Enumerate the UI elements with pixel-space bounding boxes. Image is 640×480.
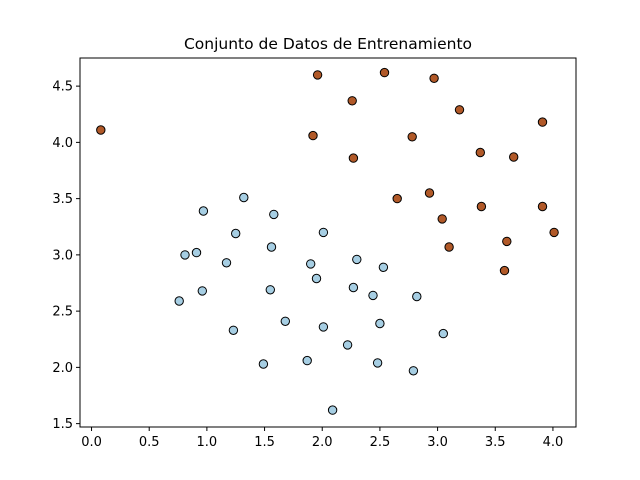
data-point-series-2-7 <box>537 117 548 127</box>
x-tick-label: 3.5 <box>485 435 506 450</box>
data-point-series-2-14 <box>392 193 402 204</box>
x-tick-label: 0.0 <box>81 435 102 450</box>
data-point-series-1-5 <box>180 250 190 260</box>
data-point-series-1-27 <box>302 355 312 366</box>
x-tick-label: 2.0 <box>312 435 333 450</box>
data-point-series-1-4 <box>231 228 241 239</box>
data-point-series-2-13 <box>424 188 435 198</box>
data-point-series-2-16 <box>537 201 548 212</box>
data-point-series-2-4 <box>429 73 439 84</box>
data-point-series-2-21 <box>499 265 510 276</box>
data-point-series-1-1 <box>198 206 209 216</box>
y-tick-label: 1.5 <box>52 417 73 432</box>
data-point-series-2-17 <box>437 214 447 224</box>
chart-title: Conjunto de Datos de Entrenamiento <box>184 35 472 53</box>
data-point-series-1-20 <box>280 316 290 326</box>
data-point-series-1-16 <box>265 285 275 295</box>
y-tick-label: 4.0 <box>52 136 73 151</box>
data-point-series-2-20 <box>444 242 454 252</box>
data-point-series-1-7 <box>221 258 232 268</box>
x-tick-label: 0.5 <box>139 435 160 450</box>
x-tick-label: 3.0 <box>427 435 448 450</box>
data-point-series-2-3 <box>379 67 390 78</box>
x-tick-label: 2.5 <box>370 435 391 450</box>
data-point-series-2-15 <box>476 201 487 212</box>
data-point-series-2-6 <box>454 105 465 115</box>
data-point-series-1-9 <box>318 227 329 238</box>
data-point-series-1-21 <box>228 325 239 335</box>
data-point-series-1-17 <box>348 282 359 293</box>
x-tick-label: 1.5 <box>254 435 275 450</box>
plot-area: 0.0 0.5 1.0 1.5 2.0 2.5 3.0 3.5 4.0 1.5 2.0 2.5 3.0 3… <box>52 57 577 450</box>
y-tick-label: 2.0 <box>52 361 73 376</box>
y-tick-label: 3.5 <box>52 192 73 207</box>
data-point-series-1-13 <box>378 262 389 272</box>
data-point-series-1-29 <box>408 366 419 376</box>
data-point-series-2-18 <box>549 227 559 238</box>
data-point-series-1-6 <box>191 247 202 258</box>
data-point-series-1-24 <box>438 328 448 339</box>
axes-frame <box>79 57 577 428</box>
data-point-series-1-11 <box>311 273 322 284</box>
x-tick-label: 1.0 <box>197 435 218 450</box>
data-point-series-1-12 <box>352 254 362 265</box>
data-point-series-2-1 <box>96 125 106 135</box>
data-point-series-2-8 <box>308 130 318 141</box>
data-point-series-1-2 <box>239 192 249 203</box>
data-point-series-1-15 <box>197 286 208 296</box>
data-point-series-1-10 <box>306 259 316 269</box>
data-point-series-2-10 <box>475 147 485 158</box>
data-point-series-2-12 <box>348 153 359 163</box>
y-tick-label: 4.5 <box>52 80 73 95</box>
data-point-series-1-30 <box>327 405 338 415</box>
data-point-series-1-26 <box>258 359 269 369</box>
data-point-series-1-25 <box>342 340 353 350</box>
data-point-series-2-9 <box>407 132 417 142</box>
data-point-series-1-28 <box>372 358 383 368</box>
data-point-series-1-19 <box>412 291 422 302</box>
data-point-series-2-19 <box>502 236 512 247</box>
data-point-series-1-8 <box>266 242 277 252</box>
data-point-series-2-11 <box>509 152 519 162</box>
data-point-series-1-23 <box>375 318 385 329</box>
x-tick-label: 4.0 <box>543 435 564 450</box>
y-tick-label: 3.0 <box>52 248 73 263</box>
data-point-series-1-3 <box>269 209 279 220</box>
data-point-series-2-2 <box>312 70 323 80</box>
data-point-series-2-5 <box>347 96 357 106</box>
data-point-series-1-18 <box>368 290 378 301</box>
data-point-series-1-22 <box>318 322 329 332</box>
y-tick-label: 2.5 <box>52 305 73 320</box>
data-point-series-1-14 <box>174 296 184 306</box>
